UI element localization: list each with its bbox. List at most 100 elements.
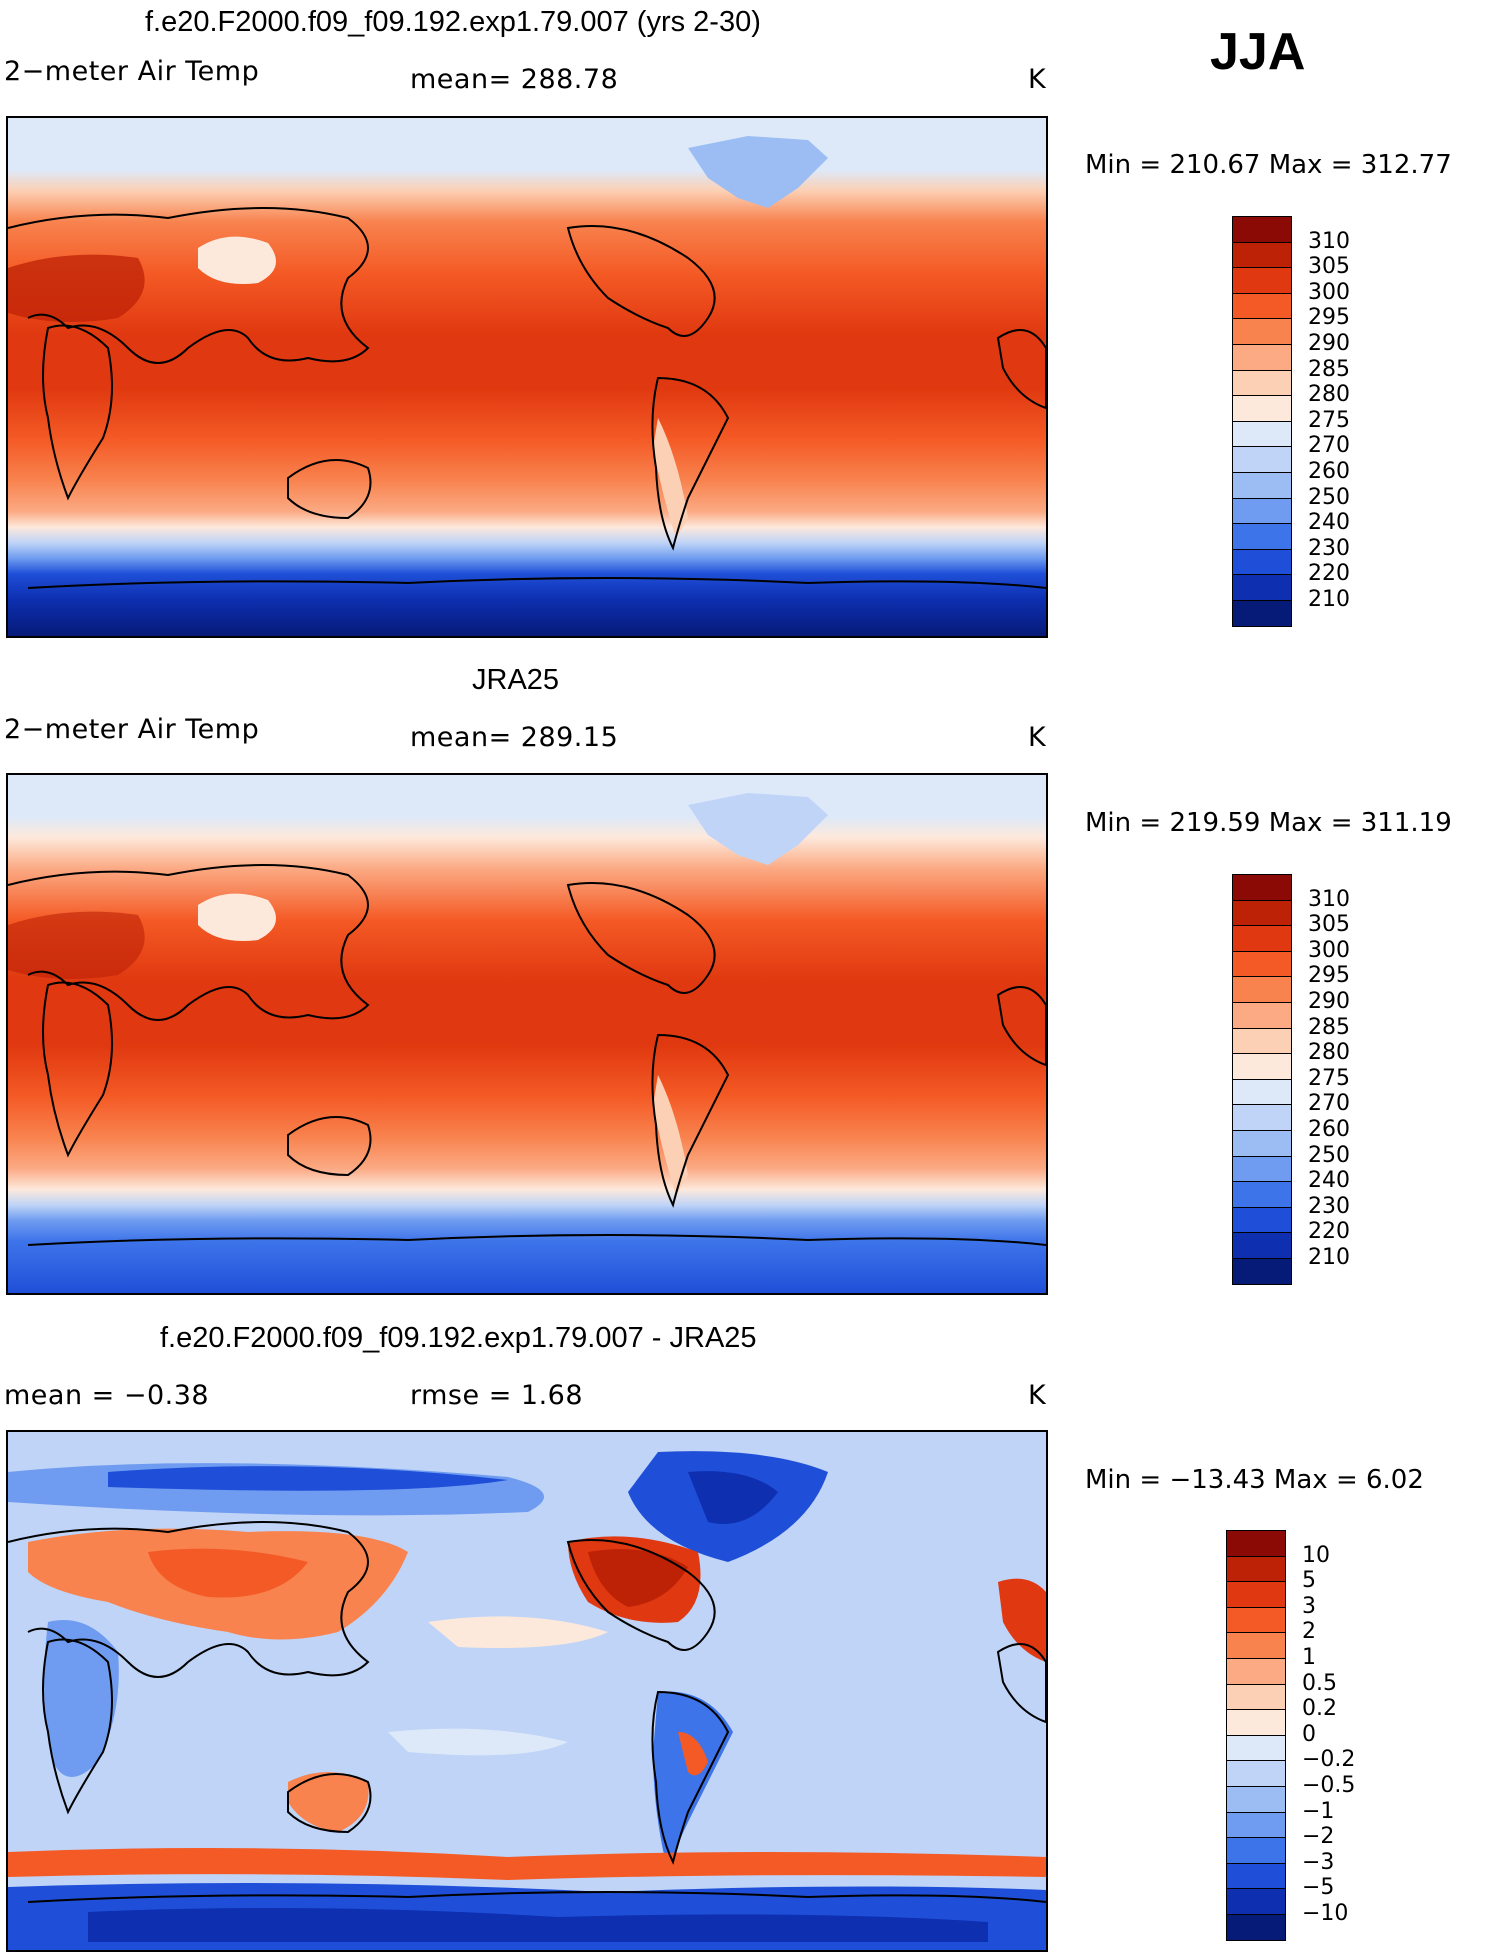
colorbar-tick-label: 280 (1308, 1040, 1350, 1066)
colorbar-swatch (1232, 1053, 1292, 1080)
colorbar-swatch (1232, 267, 1292, 294)
colorbar-swatch (1226, 1709, 1286, 1736)
colorbar-tick-label: 275 (1308, 1065, 1350, 1091)
colorbar-tick-label: −2 (1302, 1824, 1335, 1850)
panel2-map (6, 773, 1048, 1295)
panel3-rmse-label: rmse = 1.68 (410, 1380, 584, 1411)
colorbar-swatch (1232, 548, 1292, 576)
colorbar-tick-label: 240 (1308, 510, 1350, 536)
colorbar-tick-label: −5 (1302, 1875, 1335, 1901)
colorbar-swatch (1232, 344, 1292, 371)
colorbar-tick-label: 305 (1308, 912, 1350, 938)
colorbar-tick-label: 220 (1308, 1219, 1350, 1245)
panel2-colorbar: 310 305 300 295 290 285 280 275 270 260 250 240 230 2… (1232, 874, 1412, 1286)
colorbar-swatch (1232, 497, 1292, 525)
panel1-title: f.e20.F2000.f09_f09.192.exp1.79.007 (yrs… (145, 6, 761, 38)
colorbar-swatch (1226, 1530, 1286, 1557)
colorbar-swatch (1232, 318, 1292, 345)
colorbar-tick-label: 285 (1308, 1014, 1350, 1040)
colorbar-swatch (1232, 523, 1292, 550)
colorbar-tick-label: 0 (1302, 1721, 1316, 1747)
panel1-map (6, 116, 1048, 638)
colorbar-tick-label: 290 (1308, 989, 1350, 1014)
colorbar-swatch (1232, 1002, 1292, 1029)
colorbar-swatch (1226, 1606, 1286, 1634)
colorbar-swatch (1226, 1760, 1286, 1787)
panel1-colorbar: 310 305 300 295 290 285 280 275 270 260 250 240 230 2… (1232, 216, 1412, 628)
colorbar-swatch (1232, 950, 1292, 978)
colorbar-swatch (1232, 216, 1292, 243)
colorbar-swatch (1232, 874, 1292, 901)
colorbar-tick-label: 310 (1308, 886, 1350, 912)
colorbar-swatch (1232, 446, 1292, 473)
colorbar-tick-label: 0.2 (1302, 1696, 1337, 1722)
colorbar-swatch (1232, 369, 1292, 397)
colorbar-tick-label: 270 (1308, 433, 1350, 459)
panel2-mean-label: mean= 289.15 (410, 722, 619, 753)
colorbar-swatch (1232, 1130, 1292, 1157)
colorbar-swatch (1232, 1155, 1292, 1183)
colorbar-tick-label: 295 (1308, 305, 1350, 331)
panel1-map-graphic (8, 118, 1046, 636)
colorbar-swatch (1232, 420, 1292, 448)
colorbar-swatch (1232, 1258, 1292, 1285)
panel3-minmax: Min = −13.43 Max = 6.02 (1085, 1465, 1424, 1495)
colorbar-tick-label: 285 (1308, 356, 1350, 382)
colorbar-tick-label: 2 (1302, 1619, 1316, 1645)
colorbar-tick-label: 5 (1302, 1568, 1316, 1594)
colorbar-tick-label: 3 (1302, 1593, 1316, 1619)
colorbar-swatch (1226, 1734, 1286, 1762)
season-label: JJA (1210, 23, 1306, 81)
colorbar-swatch (1232, 395, 1292, 422)
panel3-colorbar: 10 5 3 2 1 0.5 0.2 0 −0.2 −0.5 −1 −2 −3 −5 −10 (1226, 1530, 1416, 1942)
colorbar-swatch (1226, 1811, 1286, 1839)
panel2-title: JRA25 (472, 664, 560, 696)
colorbar-swatch (1232, 899, 1292, 927)
colorbar-swatch (1226, 1555, 1286, 1583)
colorbar-swatch (1232, 1104, 1292, 1131)
panel2-map-graphic (8, 775, 1046, 1293)
colorbar-swatch (1232, 1027, 1292, 1055)
colorbar-tick-label: 1 (1302, 1645, 1316, 1670)
colorbar-swatch (1232, 976, 1292, 1003)
colorbar-swatch (1226, 1837, 1286, 1864)
colorbar-tick-label: 240 (1308, 1168, 1350, 1194)
colorbar-tick-label: 295 (1308, 963, 1350, 989)
colorbar-swatch (1226, 1786, 1286, 1813)
colorbar-tick-label: 290 (1308, 331, 1350, 356)
colorbar-tick-label: 230 (1308, 1193, 1350, 1219)
colorbar-swatch (1226, 1862, 1286, 1890)
colorbar-swatch (1232, 1181, 1292, 1208)
colorbar-swatch (1226, 1914, 1286, 1941)
panel1-minmax: Min = 210.67 Max = 312.77 (1085, 150, 1452, 180)
colorbar-tick-label: −1 (1302, 1798, 1335, 1824)
colorbar-tick-label: −10 (1302, 1901, 1349, 1926)
colorbar-tick-label: 260 (1308, 1117, 1350, 1142)
colorbar-tick-label: −3 (1302, 1849, 1335, 1875)
panel3-map (6, 1430, 1048, 1952)
panel1-variable-label: 2−meter Air Temp (4, 56, 260, 87)
colorbar-swatch (1232, 600, 1292, 627)
colorbar-tick-label: 280 (1308, 382, 1350, 408)
colorbar-swatch (1232, 1206, 1292, 1234)
colorbar-tick-label: 305 (1308, 254, 1350, 280)
panel2-minmax: Min = 219.59 Max = 311.19 (1085, 808, 1452, 838)
colorbar-swatch (1232, 574, 1292, 601)
colorbar-tick-label: −0.5 (1302, 1773, 1356, 1798)
colorbar-swatch (1226, 1658, 1286, 1685)
panel1-units-label: K (1028, 64, 1047, 95)
colorbar-tick-label: 0.5 (1302, 1670, 1337, 1696)
panel3-map-graphic (8, 1432, 1046, 1950)
colorbar-swatch (1232, 292, 1292, 320)
colorbar-tick-label: 275 (1308, 407, 1350, 433)
colorbar-swatch (1226, 1632, 1286, 1659)
panel3-mean-label: mean = −0.38 (4, 1380, 210, 1411)
colorbar-swatch (1232, 1078, 1292, 1106)
colorbar-tick-label: 230 (1308, 535, 1350, 561)
colorbar-swatch (1226, 1683, 1286, 1711)
panel3-title: f.e20.F2000.f09_f09.192.exp1.79.007 - JR… (160, 1322, 757, 1354)
colorbar-tick-label: 300 (1308, 279, 1350, 305)
colorbar-tick-label: 260 (1308, 459, 1350, 484)
colorbar-tick-label: 10 (1302, 1542, 1330, 1568)
panel2-units-label: K (1028, 722, 1047, 753)
